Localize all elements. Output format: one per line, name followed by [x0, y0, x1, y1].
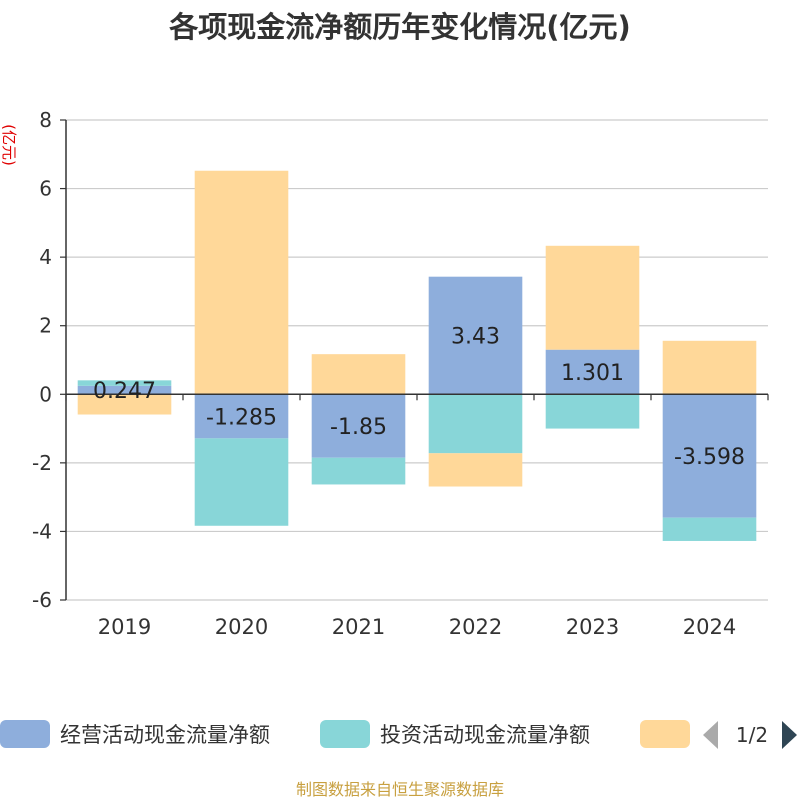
bar-2-2024[interactable] [662, 517, 757, 541]
y-tick-label: -6 [32, 588, 52, 612]
y-tick-label: -4 [32, 519, 52, 543]
legend-label: 经营活动现金流量净额 [60, 723, 270, 747]
legend-item-2[interactable]: 投资活动现金流量净额 [320, 720, 590, 748]
bar-1-2024[interactable] [662, 394, 757, 518]
bar-1-2022[interactable] [428, 276, 523, 395]
data-label: 1.301 [561, 361, 624, 386]
legend-page-indicator: 1/2 [736, 723, 768, 747]
bar-3-2020[interactable] [194, 170, 289, 395]
chart-title: 各项现金流净额历年变化情况(亿元) [168, 10, 631, 44]
legend-item-3[interactable] [640, 720, 690, 748]
data-label: 3.43 [451, 324, 500, 349]
data-label: 0.247 [93, 379, 156, 404]
x-tick-label: 2021 [332, 615, 385, 639]
data-source-note: 制图数据来自恒生聚源数据库 [296, 780, 504, 799]
legend-prev-icon[interactable] [703, 721, 718, 749]
y-axis-unit-label: (亿元) [0, 124, 18, 166]
legend-swatch [0, 720, 50, 748]
bar-3-2022[interactable] [428, 453, 523, 487]
data-label: -3.598 [674, 445, 745, 470]
y-tick-label: 0 [39, 382, 52, 406]
x-tick-label: 2023 [566, 615, 619, 639]
legend-label: 投资活动现金流量净额 [380, 723, 590, 747]
x-tick-label: 2022 [449, 615, 502, 639]
legend-swatch [320, 720, 370, 748]
bar-3-2023[interactable] [545, 245, 640, 350]
bar-2-2020[interactable] [194, 438, 289, 526]
legend-next-icon[interactable] [782, 721, 797, 749]
bar-1-2023[interactable] [545, 349, 640, 395]
data-label: -1.85 [330, 415, 387, 440]
bar-3-2021[interactable] [311, 354, 406, 395]
x-tick-label: 2020 [215, 615, 268, 639]
data-label: -1.285 [206, 405, 277, 430]
bars [77, 170, 757, 541]
y-tick-label: 2 [39, 314, 52, 338]
data-labels: 0.247 -1.285 -1.85 3.43 1.301 -3.598 [93, 324, 745, 469]
bar-3-2019[interactable] [77, 394, 172, 415]
x-tick-label: 2024 [683, 615, 736, 639]
y-tick-label: 6 [39, 177, 52, 201]
bar-2-2019[interactable] [77, 380, 172, 386]
y-tick-label: 8 [39, 108, 52, 132]
bar-3-2024[interactable] [662, 340, 757, 395]
axes: -6 -4 -2 0 2 4 6 8 2019 2020 2021 2022 2023 2024 [32, 108, 769, 639]
bar-1-2019[interactable] [77, 385, 172, 395]
bar-2-2021[interactable] [311, 457, 406, 485]
bar-1-2021[interactable] [311, 394, 406, 458]
legend-swatch [640, 720, 690, 748]
y-tick-label: 4 [39, 245, 52, 269]
grid-lines [66, 119, 768, 601]
bar-1-2020[interactable] [194, 394, 289, 439]
legend-item-1[interactable]: 经营活动现金流量净额 [0, 720, 270, 748]
bar-2-2023[interactable] [545, 394, 640, 429]
y-tick-label: -2 [32, 451, 52, 475]
legend: 经营活动现金流量净额 投资活动现金流量净额 1/2 [0, 720, 797, 749]
x-tick-label: 2019 [98, 615, 151, 639]
bar-2-2022[interactable] [428, 394, 523, 454]
